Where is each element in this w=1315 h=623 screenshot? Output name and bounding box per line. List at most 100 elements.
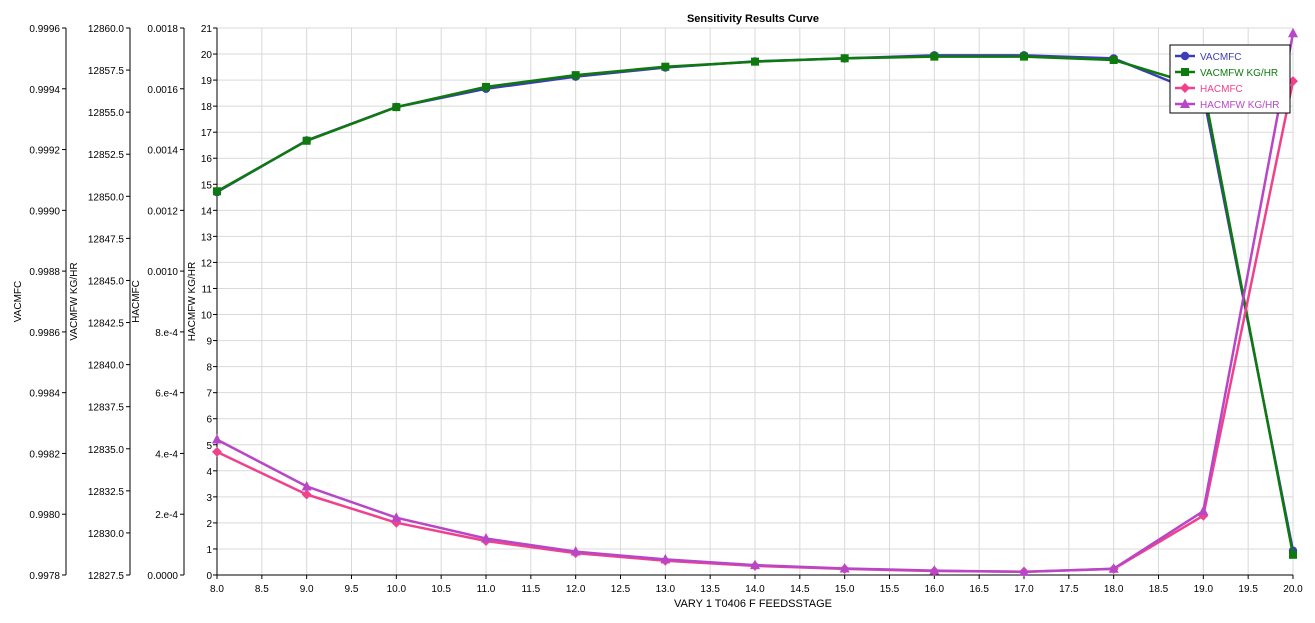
y-tick-label: 9 xyxy=(206,337,212,348)
chart-title: Sensitivity Results Curve xyxy=(687,13,819,25)
y-tick-label: 20 xyxy=(201,50,213,61)
y-axis-title: HACMFC xyxy=(131,280,142,323)
x-tick-label: 18.0 xyxy=(1104,584,1124,595)
y-tick-label: 12852.5 xyxy=(88,150,125,161)
data-point xyxy=(1198,510,1209,521)
y-tick-label: 10 xyxy=(201,311,213,322)
legend-label: HACMFW KG/HR xyxy=(1200,100,1279,111)
y-tick-label: 0.0010 xyxy=(147,267,178,278)
data-point xyxy=(1108,563,1119,573)
y-tick-label: 4.e-4 xyxy=(155,449,178,460)
y-axis-hacmfw: 0123456789101112131415161718192021HACMFW… xyxy=(187,24,218,582)
data-point xyxy=(213,187,221,196)
data-point xyxy=(301,480,312,491)
y-tick-label: 11 xyxy=(202,284,213,295)
y-tick-label: 0.9994 xyxy=(29,85,60,96)
plot-grid xyxy=(216,27,1294,576)
y-tick-label: 12842.5 xyxy=(88,319,125,330)
series-lines xyxy=(212,27,1298,577)
data-point xyxy=(1180,98,1190,108)
x-tick-label: 19.5 xyxy=(1238,584,1258,595)
data-point xyxy=(1198,505,1209,516)
data-point xyxy=(839,562,850,573)
data-point xyxy=(392,103,401,112)
x-tick-label: 14.5 xyxy=(790,584,810,595)
y-tick-label: 2.e-4 xyxy=(155,510,178,521)
data-point xyxy=(929,565,940,575)
x-tick-label: 13.5 xyxy=(700,584,720,595)
legend-item: HACMFC xyxy=(1175,83,1243,95)
data-point xyxy=(1019,566,1029,576)
y-tick-label: 12850.0 xyxy=(88,192,125,203)
y-axes: 0.9978 0.9980 0.9982 0.9984 0.9986 0.9988 0.99… xyxy=(13,24,218,582)
x-tick-label: 17.0 xyxy=(1014,584,1034,595)
y-axis-title: HACMFW KG/HR xyxy=(187,262,198,341)
y-tick-label: 12840.0 xyxy=(88,361,125,372)
data-point xyxy=(481,533,491,543)
data-point xyxy=(1180,83,1190,93)
y-tick-label: 12827.5 xyxy=(88,571,125,582)
y-tick-label: 0.9980 xyxy=(29,510,60,521)
y-tick-label: 12832.5 xyxy=(88,487,125,498)
y-axis-title: VACMFC xyxy=(13,281,24,322)
y-tick-label: 12847.5 xyxy=(88,234,125,245)
data-point xyxy=(751,57,759,66)
y-tick-label: 19 xyxy=(201,76,213,87)
y-tick-label: 0.9982 xyxy=(29,449,60,460)
x-tick-label: 18.5 xyxy=(1149,584,1169,595)
legend-label: VACMFW KG/HR xyxy=(1200,68,1278,79)
data-point xyxy=(1288,27,1298,38)
legend-item: VACMFW KG/HR xyxy=(1175,68,1278,79)
y-tick-label: 7 xyxy=(206,389,212,400)
x-tick-label: 14.0 xyxy=(745,584,765,595)
x-tick-label: 15.5 xyxy=(880,584,900,595)
data-point xyxy=(302,136,311,145)
y-axis-vacmfc: 0.9978 0.9980 0.9982 0.9984 0.9986 0.9988 0.99… xyxy=(13,24,67,582)
y-tick-label: 12855.0 xyxy=(88,108,125,119)
x-axis-label: VARY 1 T0406 F FEEDSSTAGE xyxy=(674,598,832,610)
y-tick-label: 0 xyxy=(206,571,212,582)
y-tick-label: 3 xyxy=(206,493,212,504)
y-tick-label: 17 xyxy=(201,128,213,139)
y-tick-label: 0.9996 xyxy=(29,24,60,35)
y-tick-label: 16 xyxy=(201,154,213,165)
data-point xyxy=(391,512,402,522)
x-tick-label: 15.0 xyxy=(835,584,855,595)
data-point xyxy=(570,546,581,556)
x-tick-label: 16.0 xyxy=(925,584,945,595)
y-axis-vacmfw: 12827.5 12830.0 12832.5 12835.0 12837.5 12840… xyxy=(69,24,131,582)
series-hacmfw xyxy=(212,27,1298,576)
chart-legend[interactable]: VACMFC VACMFW KG/HR HACMFC HACMFW KG/HR xyxy=(1169,44,1291,114)
x-tick-label: 17.5 xyxy=(1059,584,1079,595)
y-tick-label: 1 xyxy=(206,545,212,556)
x-tick-label: 20.0 xyxy=(1283,584,1303,595)
data-point xyxy=(750,559,760,570)
data-point xyxy=(482,82,490,91)
y-tick-label: 0.0012 xyxy=(147,206,178,217)
y-tick-label: 18 xyxy=(201,102,213,113)
y-tick-label: 0.0014 xyxy=(147,146,178,157)
y-tick-label: 6.e-4 xyxy=(155,389,178,400)
data-point xyxy=(661,62,670,71)
x-tick-label: 8.0 xyxy=(210,584,224,595)
y-tick-label: 0.9988 xyxy=(29,267,60,278)
data-point xyxy=(212,446,222,457)
data-point xyxy=(840,54,849,63)
x-axis: 8.0 8.5 9.0 9.5 10.0 10.5 11.0 11.5 12.0 12.5 13.0… xyxy=(210,575,1303,595)
x-tick-label: 12.5 xyxy=(611,584,631,595)
data-point xyxy=(1109,55,1118,64)
y-tick-label: 8.e-4 xyxy=(155,328,178,339)
y-tick-label: 4 xyxy=(206,467,212,478)
y-axis-hacmfc: 0.0000 2.e-4 4.e-4 6.e-4 8.e-4 0.0010 0.0012 0.… xyxy=(131,24,185,582)
legend-label: VACMFC xyxy=(1200,52,1241,63)
y-tick-label: 0.9984 xyxy=(29,389,60,400)
x-tick-label: 13.0 xyxy=(656,584,676,595)
legend-item: HACMFW KG/HR xyxy=(1175,98,1279,111)
y-tick-label: 0.9990 xyxy=(29,206,60,217)
data-point xyxy=(660,553,671,564)
y-tick-label: 0.0016 xyxy=(147,85,178,96)
y-tick-label: 14 xyxy=(201,206,213,217)
data-point xyxy=(1289,550,1297,559)
x-tick-label: 9.0 xyxy=(300,584,314,595)
